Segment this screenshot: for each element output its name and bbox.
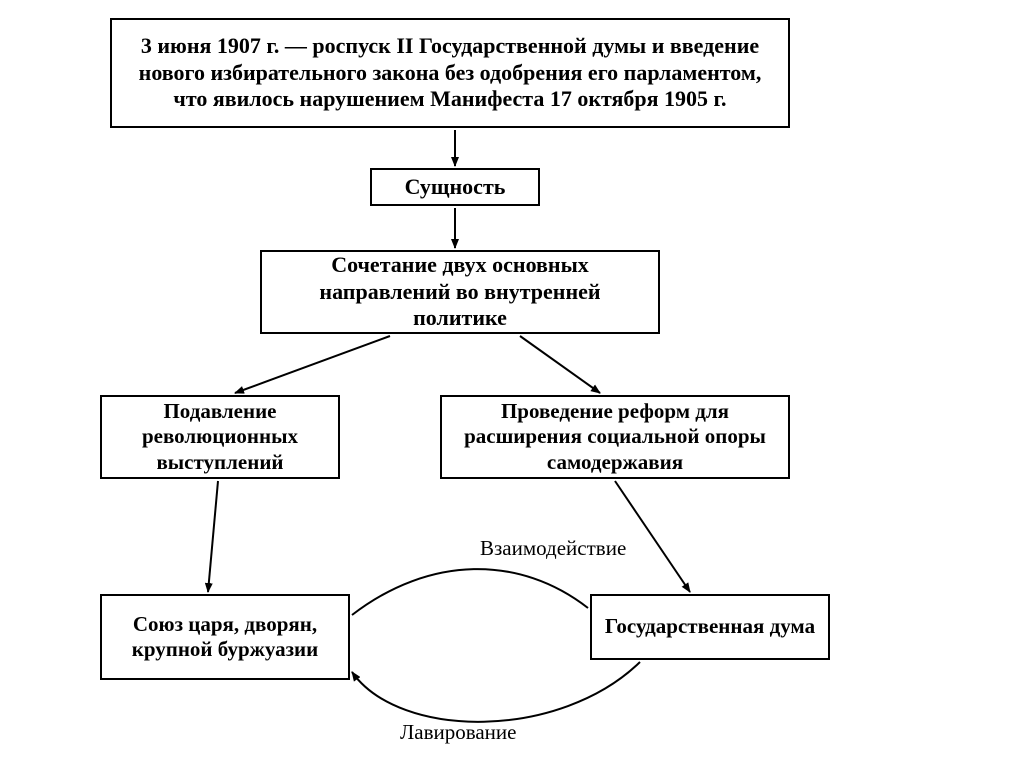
node-combination-text: Сочетание двух основных направлений во в… [270, 252, 650, 331]
node-header: 3 июня 1907 г. — роспуск II Государствен… [110, 18, 790, 128]
label-interaction-text: Взаимодействие [480, 536, 626, 560]
node-duma: Государственная дума [590, 594, 830, 660]
node-essence: Сущность [370, 168, 540, 206]
node-reforms: Проведение реформ для расширения социаль… [440, 395, 790, 479]
node-suppression: Подавление революционных выступлений [100, 395, 340, 479]
node-essence-text: Сущность [405, 174, 506, 200]
label-interaction: Взаимодействие [480, 536, 626, 561]
node-suppression-text: Подавление революционных выступлений [110, 399, 330, 475]
node-combination: Сочетание двух основных направлений во в… [260, 250, 660, 334]
node-header-text: 3 июня 1907 г. — роспуск II Государствен… [120, 33, 780, 112]
node-union: Союз царя, дворян, крупной буржуазии [100, 594, 350, 680]
node-union-text: Союз царя, дворян, крупной буржуазии [110, 612, 340, 662]
diagram-root: 3 июня 1907 г. — роспуск II Государствен… [0, 0, 1024, 767]
arc-interaction [352, 569, 588, 615]
node-duma-text: Государственная дума [605, 614, 815, 639]
arrow-suppression-union [208, 481, 218, 592]
label-maneuvering-text: Лавирование [400, 720, 516, 744]
label-maneuvering: Лавирование [400, 720, 516, 745]
arrow-combination-suppression [235, 336, 390, 393]
arc-maneuvering [352, 662, 640, 722]
node-reforms-text: Проведение реформ для расширения социаль… [450, 399, 780, 475]
arrow-combination-reforms [520, 336, 600, 393]
